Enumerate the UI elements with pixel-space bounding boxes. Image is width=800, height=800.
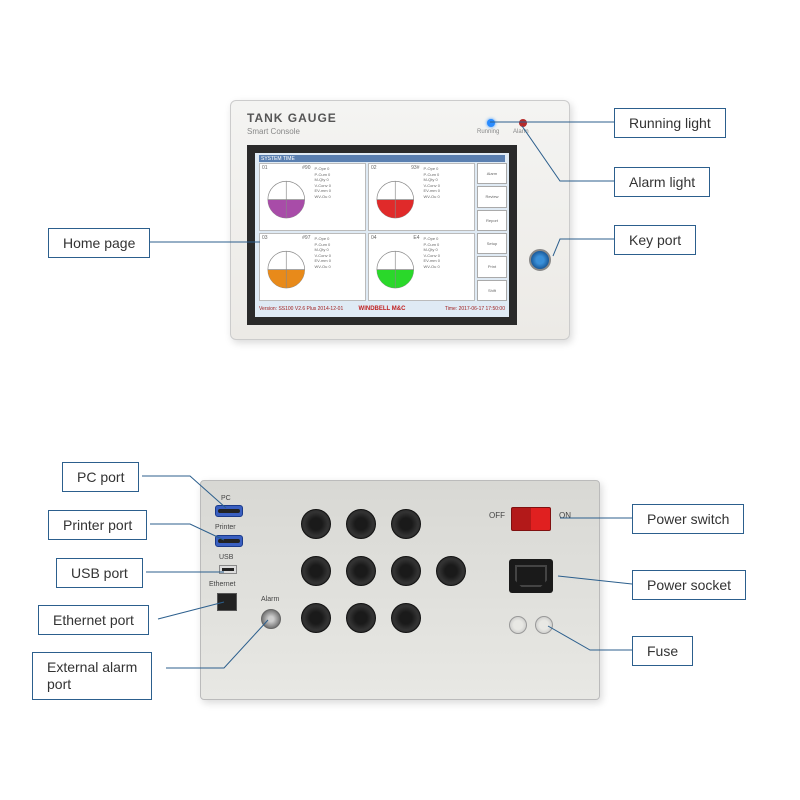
label-alarm-light: Alarm light: [614, 167, 710, 197]
key-port: [529, 249, 551, 271]
label-running-light: Running light: [614, 108, 726, 138]
alarm-port-label: Alarm: [261, 596, 279, 603]
cable-gland: [301, 556, 331, 586]
label-home-page: Home page: [48, 228, 150, 258]
sidebar-btn: Setup: [477, 233, 507, 254]
tank-cell: 01 #90 P-Ope 0P-Cum 0M-Qty 0V-Conv 0EV-m…: [259, 163, 366, 231]
device-title: TANK GAUGE: [247, 111, 337, 125]
printer-port-label: Printer: [215, 524, 236, 531]
sidebar-btn: Alarm: [477, 163, 507, 184]
tank-grid: 01 #90 P-Ope 0P-Cum 0M-Qty 0V-Conv 0EV-m…: [259, 163, 475, 301]
label-pc-port: PC port: [62, 462, 139, 492]
cable-gland: [391, 509, 421, 539]
label-ethernet-port: Ethernet port: [38, 605, 149, 635]
eth-port-label: Ethernet: [209, 581, 235, 588]
switch-on-label: ON: [559, 511, 571, 520]
running-light-label: Running: [477, 129, 499, 135]
tank-cell: 02 93# P-Ope 0P-Cum 0M-Qty 0V-Conv 0EV-m…: [368, 163, 475, 231]
footer-brand: WINDBELL M&C: [359, 306, 406, 312]
fuse-2: [535, 616, 553, 634]
cable-gland: [346, 556, 376, 586]
label-power-socket: Power socket: [632, 570, 746, 600]
screen-footer: Version: SS100 V2.6 Plus 2014-12-01 WIND…: [259, 303, 505, 315]
tank-cell: 03 #97 P-Ope 0P-Cum 0M-Qty 0V-Conv 0EV-m…: [259, 233, 366, 301]
back-panel: PC Printer USB Ethernet Alarm OFF ON: [200, 480, 600, 700]
printer-port: [215, 535, 243, 547]
pc-port: [215, 505, 243, 517]
footer-version: Version: SS100 V2.6 Plus 2014-12-01: [259, 306, 343, 312]
cable-gland: [346, 603, 376, 633]
label-external-alarm: External alarm port: [32, 652, 152, 700]
sidebar-btn: Print: [477, 256, 507, 277]
alarm-light-led: [519, 119, 527, 127]
screen-sidebar: AlarmReview ReportSetupPrint Shift: [477, 163, 507, 301]
tank-cell: 04 E4 P-Ope 0P-Cum 0M-Qty 0V-Conv 0EV-mm…: [368, 233, 475, 301]
cable-gland: [301, 603, 331, 633]
cable-gland: [391, 603, 421, 633]
label-printer-port: Printer port: [48, 510, 147, 540]
label-fuse: Fuse: [632, 636, 693, 666]
power-switch: [511, 507, 551, 531]
usb-port: [219, 565, 237, 574]
label-key-port: Key port: [614, 225, 696, 255]
home-screen: SYSTEM TIME 01 #90 P-Ope 0P-Cum 0M-Qty 0…: [247, 145, 517, 325]
sidebar-btn: Shift: [477, 280, 507, 301]
label-power-switch: Power switch: [632, 504, 744, 534]
cable-gland: [346, 509, 376, 539]
cable-gland: [301, 509, 331, 539]
cable-gland: [391, 556, 421, 586]
ethernet-port: [217, 593, 237, 611]
sidebar-btn: Report: [477, 210, 507, 231]
screen-header: SYSTEM TIME: [259, 155, 505, 162]
power-socket: [509, 559, 553, 593]
cable-gland: [436, 556, 466, 586]
switch-off-label: OFF: [489, 511, 505, 520]
running-light-led: [487, 119, 495, 127]
sidebar-btn: Review: [477, 186, 507, 207]
fuse-1: [509, 616, 527, 634]
front-panel: TANK GAUGE Smart Console Running Alarm S…: [230, 100, 570, 340]
footer-time: Time: 2017-06-17 17:50:00: [445, 306, 505, 312]
pc-port-label: PC: [221, 495, 231, 502]
label-usb-port: USB port: [56, 558, 143, 588]
external-alarm-port: [261, 609, 281, 629]
alarm-light-label: Alarm: [513, 129, 529, 135]
usb-port-label: USB: [219, 554, 233, 561]
device-subtitle: Smart Console: [247, 127, 300, 136]
